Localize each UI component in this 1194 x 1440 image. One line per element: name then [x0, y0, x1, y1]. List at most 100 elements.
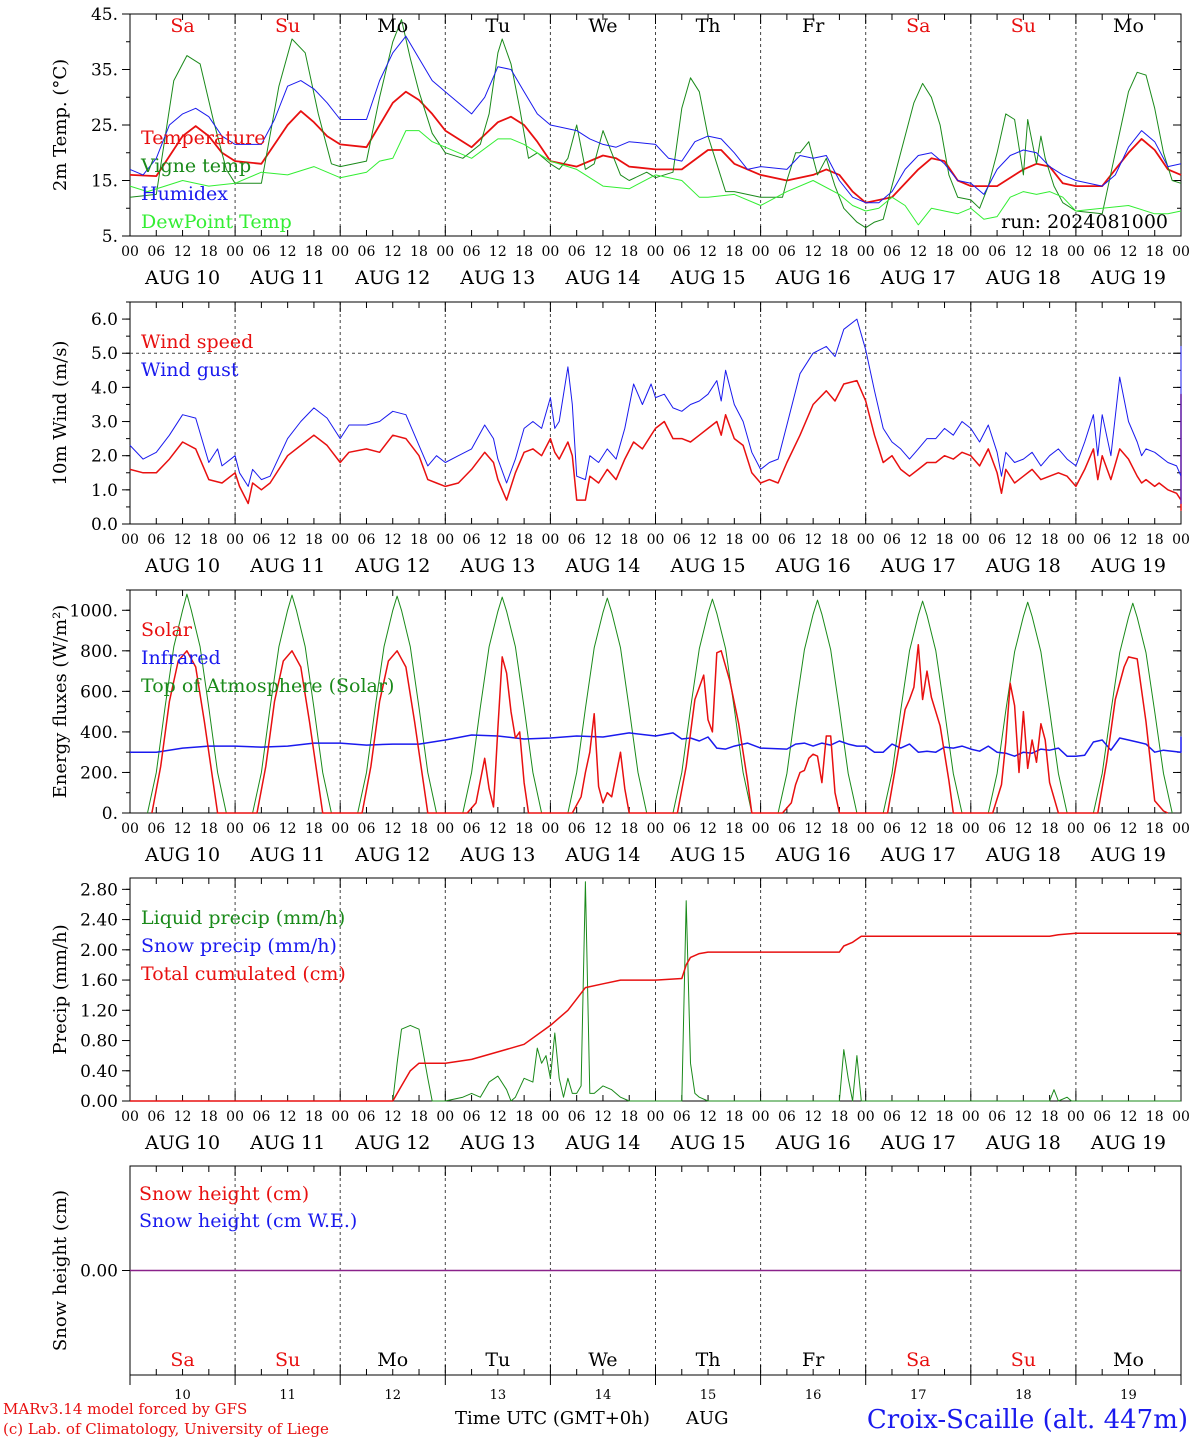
hour-label: 18 [725, 1109, 743, 1125]
hour-label: 12 [489, 532, 507, 548]
hour-label: 18 [515, 244, 533, 260]
hour-label: 00 [436, 244, 454, 260]
day-label-top: Mo [377, 15, 408, 37]
hour-label: 06 [358, 532, 376, 548]
credit-line-1: MARv3.14 model forced by GFS [3, 1400, 247, 1418]
day-label-top: Tu [485, 15, 510, 37]
plot-frame [129, 589, 1182, 814]
hour-label: 00 [647, 244, 665, 260]
day-number: 16 [805, 1388, 822, 1403]
hour-label: 00 [436, 532, 454, 548]
legend-entry: Liquid precip (mm/h) [141, 907, 345, 929]
panel-precipitation: 2.80 2.40 2.00 1.60 1.20 0.80 0.40 0.00 Precip (… [50, 877, 1190, 1154]
series-line [147, 593, 1173, 814]
date-label: AUG 15 [669, 267, 745, 289]
date-label: AUG 15 [669, 555, 745, 577]
date-label: AUG 11 [249, 844, 325, 866]
date-label: AUG 10 [144, 267, 220, 289]
hour-label: 06 [358, 821, 376, 837]
day-label-bottom: Mo [377, 1349, 408, 1371]
series-line [129, 318, 1182, 504]
date-label: AUG 14 [564, 267, 640, 289]
hour-label: 00 [752, 532, 770, 548]
hour-label: 18 [305, 244, 323, 260]
y-tick-label: 4.0 [91, 378, 118, 398]
hour-label: 00 [752, 1109, 770, 1125]
day-number: 10 [174, 1388, 191, 1403]
hour-label: 00 [647, 1109, 665, 1125]
day-label-top: Su [1011, 15, 1036, 37]
hour-label: 00 [226, 821, 244, 837]
hour-label: 06 [147, 532, 165, 548]
hour-label: 12 [594, 1109, 612, 1125]
day-number: 19 [1120, 1388, 1137, 1403]
hour-label: 06 [883, 244, 901, 260]
hour-label: 06 [252, 1109, 270, 1125]
hour-label: 06 [252, 821, 270, 837]
day-number: 12 [384, 1388, 401, 1403]
y-tick-label: 2.80 [80, 880, 118, 900]
day-number: 14 [595, 1388, 612, 1403]
hour-label: 12 [384, 532, 402, 548]
hour-label: 12 [279, 244, 297, 260]
hour-label: 12 [489, 821, 507, 837]
hour-label: 18 [620, 1109, 638, 1125]
date-label: AUG 12 [354, 555, 430, 577]
hour-label: 06 [883, 1109, 901, 1125]
hour-label: 18 [725, 532, 743, 548]
day-label-bottom: Th [696, 1349, 721, 1371]
hour-label: 06 [568, 532, 586, 548]
hour-label: 06 [778, 244, 796, 260]
hour-label: 06 [988, 1109, 1006, 1125]
hour-label: 00 [541, 1109, 559, 1125]
hour-label: 06 [673, 1109, 691, 1125]
date-label: AUG 16 [775, 844, 851, 866]
hour-label: 00 [962, 1109, 980, 1125]
legend-entry: Wind gust [141, 359, 239, 381]
series-line [129, 35, 1182, 204]
legend-entry: Humidex [141, 183, 228, 205]
legend-entry: Top of Atmosphere (Solar) [141, 675, 394, 697]
hour-label: 00 [1067, 244, 1085, 260]
hour-label: 00 [857, 532, 875, 548]
hour-label: 18 [831, 244, 849, 260]
day-number: 17 [910, 1388, 927, 1403]
day-label-top: We [588, 15, 617, 37]
date-label: AUG 16 [775, 267, 851, 289]
hour-label: 06 [988, 244, 1006, 260]
hour-label: 00 [541, 821, 559, 837]
hour-label: 06 [778, 821, 796, 837]
hour-label: 12 [1014, 1109, 1032, 1125]
date-label: AUG 16 [775, 555, 851, 577]
hour-label: 12 [699, 244, 717, 260]
hour-label: 12 [909, 532, 927, 548]
day-number: 11 [279, 1388, 296, 1403]
day-number: 15 [700, 1388, 717, 1403]
day-number: 13 [490, 1388, 507, 1403]
y-tick-label: 400. [80, 723, 118, 743]
date-label: AUG 12 [354, 267, 430, 289]
hour-label: 18 [515, 821, 533, 837]
hour-label: 06 [1093, 821, 1111, 837]
day-label-bottom: Fr [802, 1349, 825, 1371]
hour-label: 18 [1146, 821, 1164, 837]
hour-label: 06 [1093, 244, 1111, 260]
hour-label: 06 [1093, 1109, 1111, 1125]
date-label: AUG 19 [1090, 1132, 1166, 1154]
date-label: AUG 12 [354, 844, 430, 866]
y-tick-label: 0. [102, 804, 118, 824]
hour-label: 18 [1146, 1109, 1164, 1125]
hour-label: 06 [358, 1109, 376, 1125]
hour-label: 12 [1120, 1109, 1138, 1125]
hour-label: 18 [1146, 532, 1164, 548]
hour-label: 00 [121, 244, 139, 260]
hour-label: 18 [725, 821, 743, 837]
date-label: AUG 13 [459, 844, 535, 866]
date-label: AUG 10 [144, 555, 220, 577]
hour-label: 00 [752, 244, 770, 260]
hour-label: 18 [936, 1109, 954, 1125]
legend-entry: Infrared [141, 647, 221, 669]
hour-label: 00 [226, 532, 244, 548]
y-tick-label: 5. [102, 227, 118, 247]
hour-label: 06 [988, 532, 1006, 548]
